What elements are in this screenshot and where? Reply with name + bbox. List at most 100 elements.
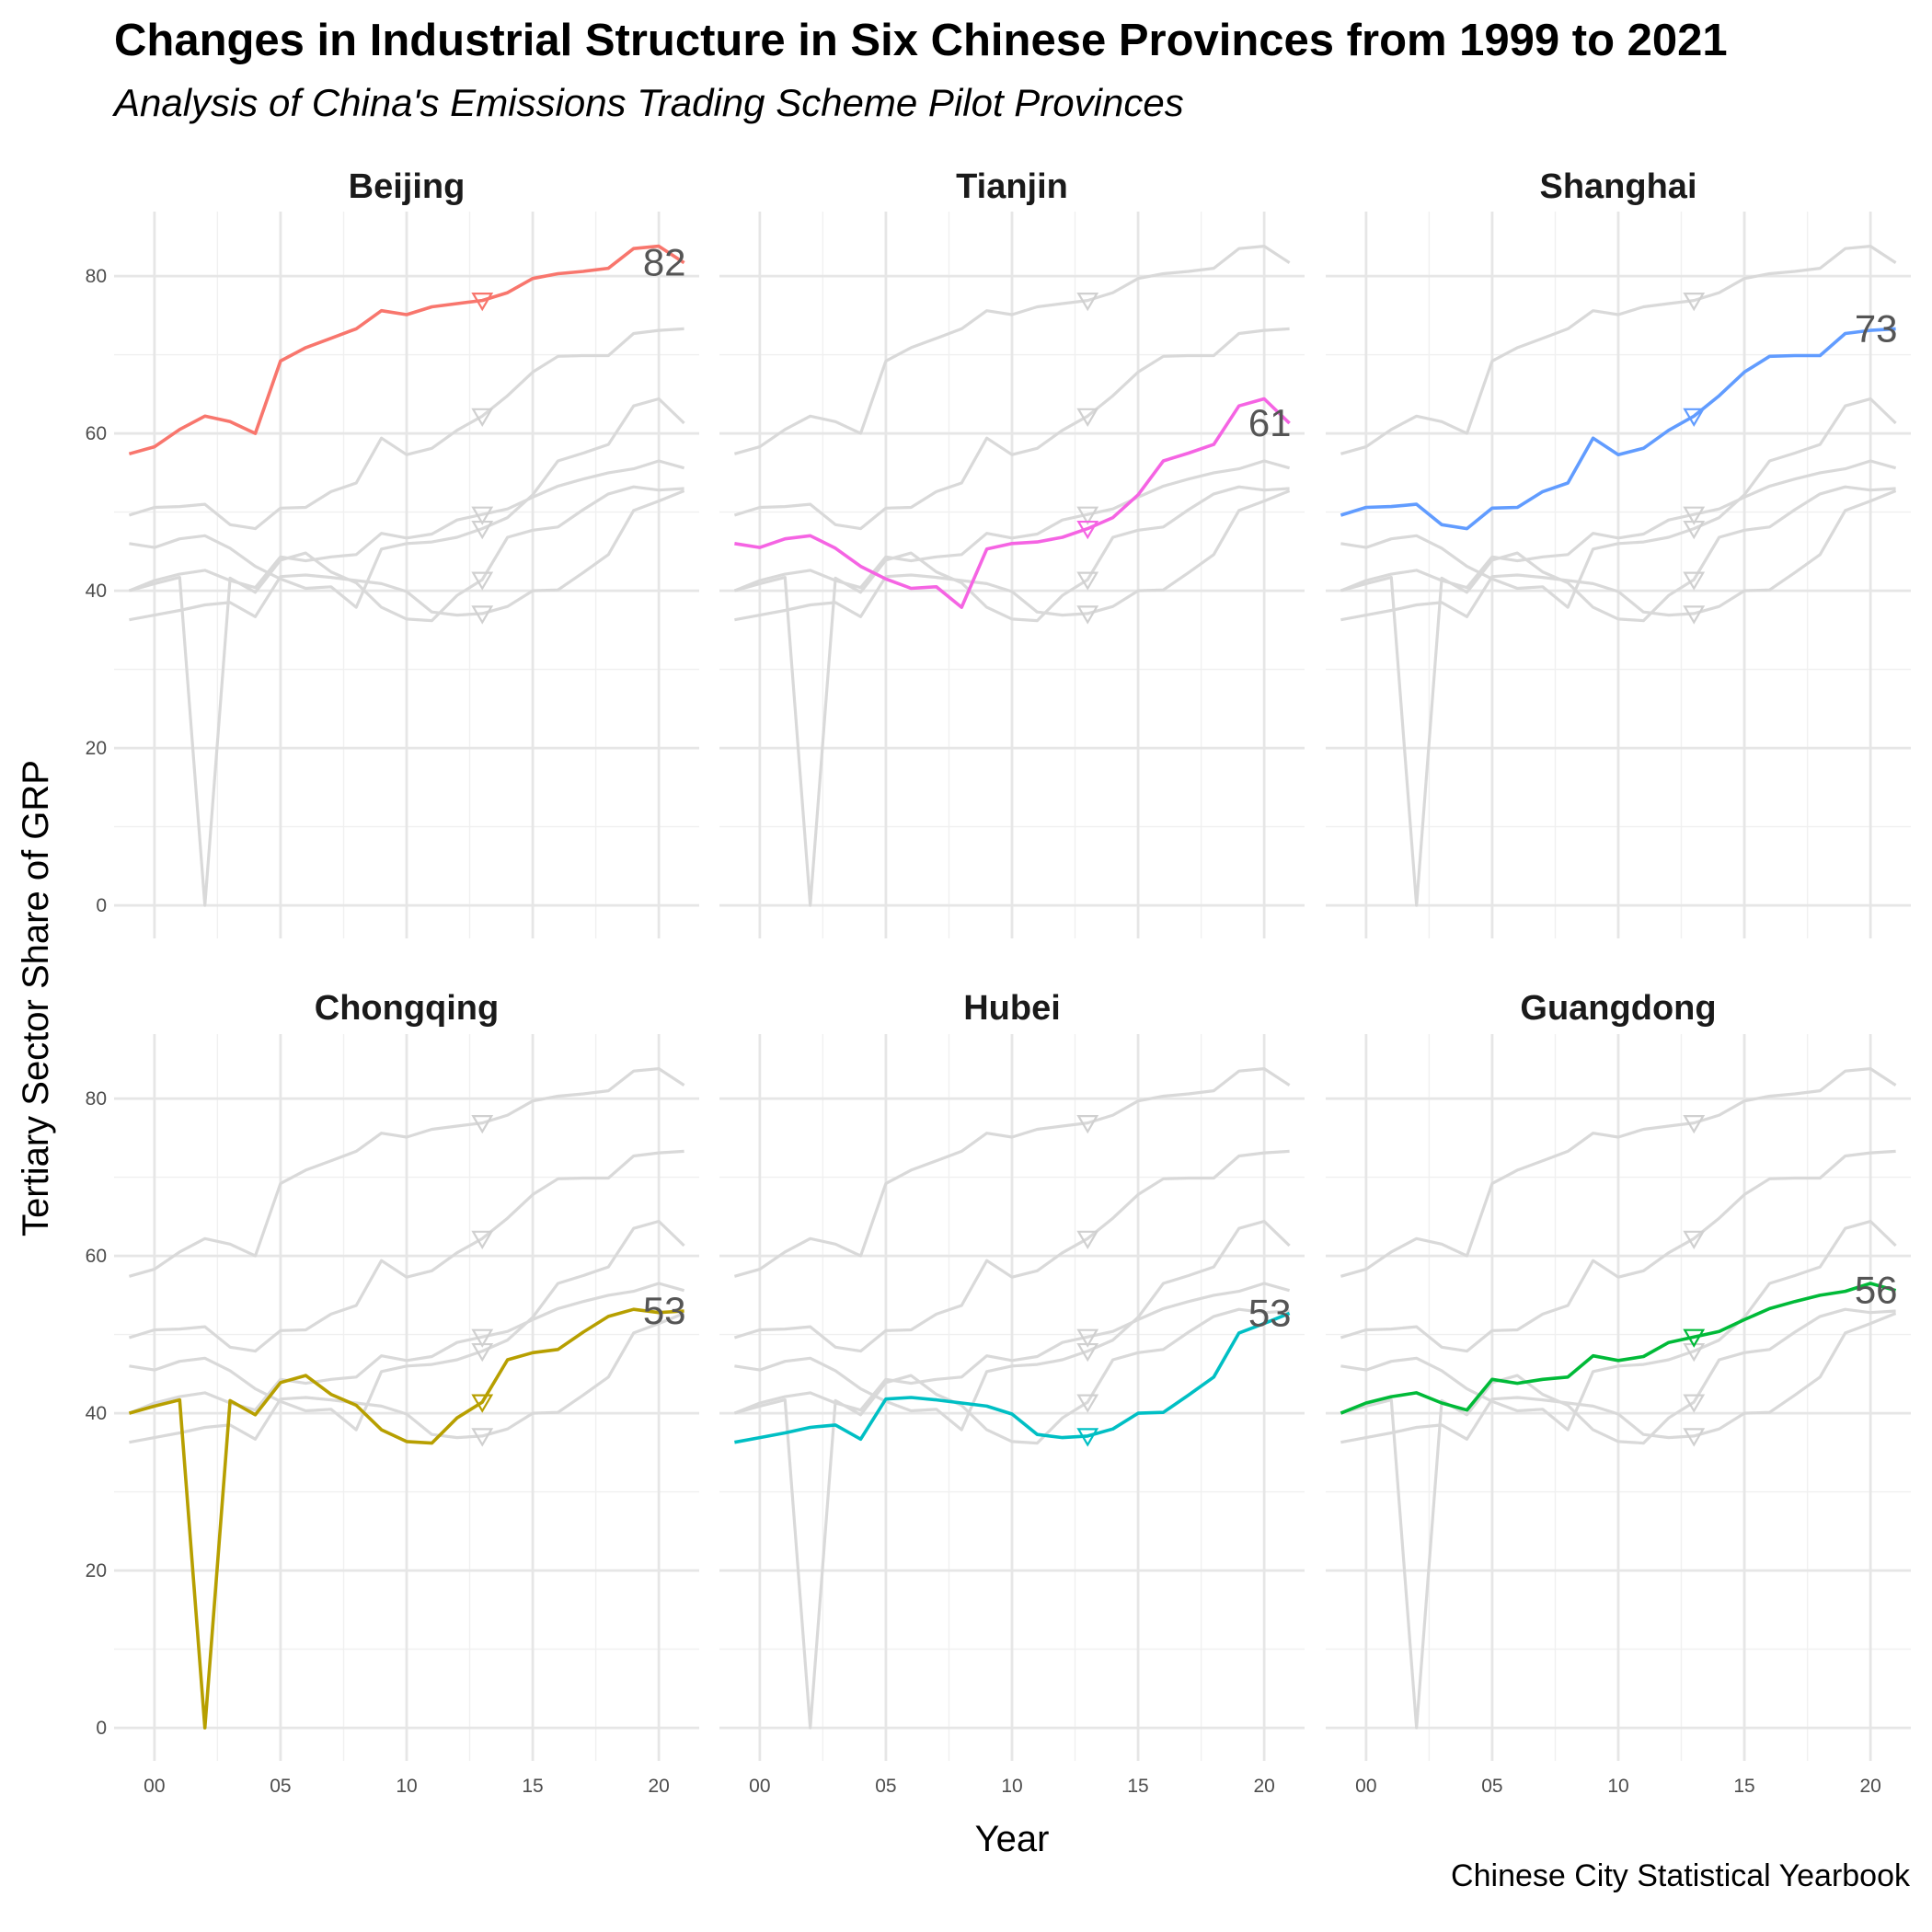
background-line-chongqing	[733, 1307, 1290, 1730]
background-marker-beijing	[1076, 293, 1099, 312]
chart-panels: Beijing 0 20 40 60 80 82 Tianjin 61 Shanghai 73 Cho…	[86, 167, 1911, 1797]
background-line-chongqing	[128, 485, 684, 907]
background-line-hubei	[734, 489, 1291, 622]
x-tick-label: 05	[270, 1776, 291, 1797]
background-marker-guangdong	[1076, 506, 1099, 525]
chart-subtitle: Analysis of China's Emissions Trading Sc…	[114, 81, 1184, 124]
panel-title-guangdong: Guangdong	[1520, 989, 1716, 1028]
x-tick-label: 10	[396, 1776, 417, 1797]
series-line-chongqing	[128, 1307, 684, 1730]
background-line-shanghai	[128, 1149, 684, 1353]
background-line-beijing	[733, 1067, 1291, 1278]
x-tick-label: 05	[875, 1776, 896, 1797]
background-marker-shanghai	[1076, 408, 1099, 427]
panel-guangdong: Guangdong 00 05 10 15 20 56	[1326, 989, 1911, 1797]
series-marker-guangdong	[1683, 1328, 1706, 1348]
series-marker-tianjin	[1076, 520, 1099, 540]
end-label-shanghai: 73	[1855, 306, 1898, 350]
background-marker-beijing	[471, 1115, 494, 1134]
x-tick-label: 00	[1355, 1776, 1376, 1797]
background-line-guangdong	[1340, 459, 1897, 592]
x-axis-title: Year	[975, 1819, 1050, 1859]
background-marker-hubei	[1683, 605, 1706, 625]
background-marker-hubei	[471, 605, 494, 625]
background-line-guangdong	[733, 459, 1291, 592]
background-line-beijing	[733, 245, 1291, 455]
end-label-chongqing: 53	[643, 1289, 686, 1332]
y-tick-label: 60	[86, 423, 107, 444]
background-line-chongqing	[1340, 1307, 1896, 1730]
x-tick-label: 10	[1001, 1776, 1022, 1797]
panel-shanghai: Shanghai 73	[1326, 167, 1911, 938]
x-tick-label: 10	[1607, 1776, 1628, 1797]
background-marker-guangdong	[471, 506, 494, 525]
chart-caption: Chinese City Statistical Yearbook	[1451, 1858, 1910, 1893]
end-label-tianjin: 61	[1248, 401, 1292, 444]
background-marker-beijing	[1683, 293, 1706, 312]
y-tick-label: 60	[86, 1246, 107, 1267]
background-marker-beijing	[1076, 1115, 1099, 1134]
series-marker-beijing	[471, 293, 494, 312]
end-label-hubei: 53	[1248, 1292, 1292, 1335]
panel-title-beijing: Beijing	[349, 167, 466, 206]
y-tick-label: 80	[86, 266, 107, 287]
background-line-chongqing	[1340, 485, 1896, 907]
y-tick-label: 40	[86, 581, 107, 602]
series-line-hubei	[734, 1311, 1291, 1444]
background-marker-guangdong	[1076, 1328, 1099, 1348]
panel-title-tianjin: Tianjin	[956, 167, 1068, 206]
background-marker-hubei	[1076, 605, 1099, 625]
background-line-guangdong	[128, 1282, 685, 1415]
background-line-hubei	[1340, 1312, 1897, 1444]
background-line-tianjin	[1340, 397, 1897, 609]
panel-chongqing: Chongqing 0 20 40 60 80 00 05 10 15 20 53	[86, 989, 699, 1797]
background-marker-guangdong	[471, 1328, 494, 1348]
series-marker-shanghai	[1683, 408, 1706, 427]
x-tick-label: 15	[1127, 1776, 1148, 1797]
x-tick-label: 15	[522, 1776, 543, 1797]
x-tick-label: 20	[1859, 1776, 1880, 1797]
background-marker-shanghai	[1076, 1230, 1099, 1249]
y-tick-label: 80	[86, 1088, 107, 1110]
chart-title: Changes in Industrial Structure in Six C…	[114, 16, 1728, 65]
background-marker-chongqing	[1683, 571, 1706, 591]
panel-title-chongqing: Chongqing	[315, 989, 499, 1028]
y-tick-label: 40	[86, 1403, 107, 1424]
background-marker-chongqing	[1076, 571, 1099, 591]
y-tick-label: 0	[96, 1718, 107, 1739]
background-marker-chongqing	[1076, 1394, 1099, 1413]
x-tick-label: 00	[749, 1776, 770, 1797]
x-tick-label: 00	[144, 1776, 165, 1797]
series-line-beijing	[128, 244, 685, 456]
background-line-hubei	[129, 489, 685, 622]
background-marker-guangdong	[1683, 506, 1706, 525]
background-marker-shanghai	[1683, 1230, 1706, 1249]
background-line-guangdong	[128, 459, 685, 592]
background-line-shanghai	[733, 327, 1290, 531]
background-marker-beijing	[1683, 1115, 1706, 1134]
series-marker-hubei	[1076, 1428, 1099, 1447]
background-line-guangdong	[733, 1282, 1291, 1415]
x-tick-label: 05	[1481, 1776, 1502, 1797]
background-marker-hubei	[1683, 1428, 1706, 1447]
series-marker-chongqing	[471, 1394, 494, 1413]
panel-hubei: Hubei 00 05 10 15 20 53	[719, 989, 1305, 1797]
series-line-shanghai	[1340, 327, 1896, 531]
background-line-beijing	[1340, 1067, 1897, 1278]
background-marker-chongqing	[471, 571, 494, 591]
background-line-tianjin	[734, 1219, 1291, 1432]
background-line-tianjin	[129, 1219, 685, 1432]
y-tick-label: 0	[96, 895, 107, 916]
x-tick-label: 15	[1733, 1776, 1754, 1797]
end-label-beijing: 82	[643, 241, 686, 284]
background-marker-shanghai	[471, 408, 494, 427]
end-label-guangdong: 56	[1855, 1269, 1898, 1312]
background-line-beijing	[1340, 245, 1897, 455]
background-marker-chongqing	[1683, 1394, 1706, 1413]
background-line-shanghai	[733, 1149, 1290, 1353]
panel-beijing: Beijing 0 20 40 60 80 82	[86, 167, 699, 938]
panel-title-hubei: Hubei	[963, 989, 1061, 1028]
x-tick-label: 20	[648, 1776, 669, 1797]
background-line-hubei	[1340, 489, 1897, 622]
